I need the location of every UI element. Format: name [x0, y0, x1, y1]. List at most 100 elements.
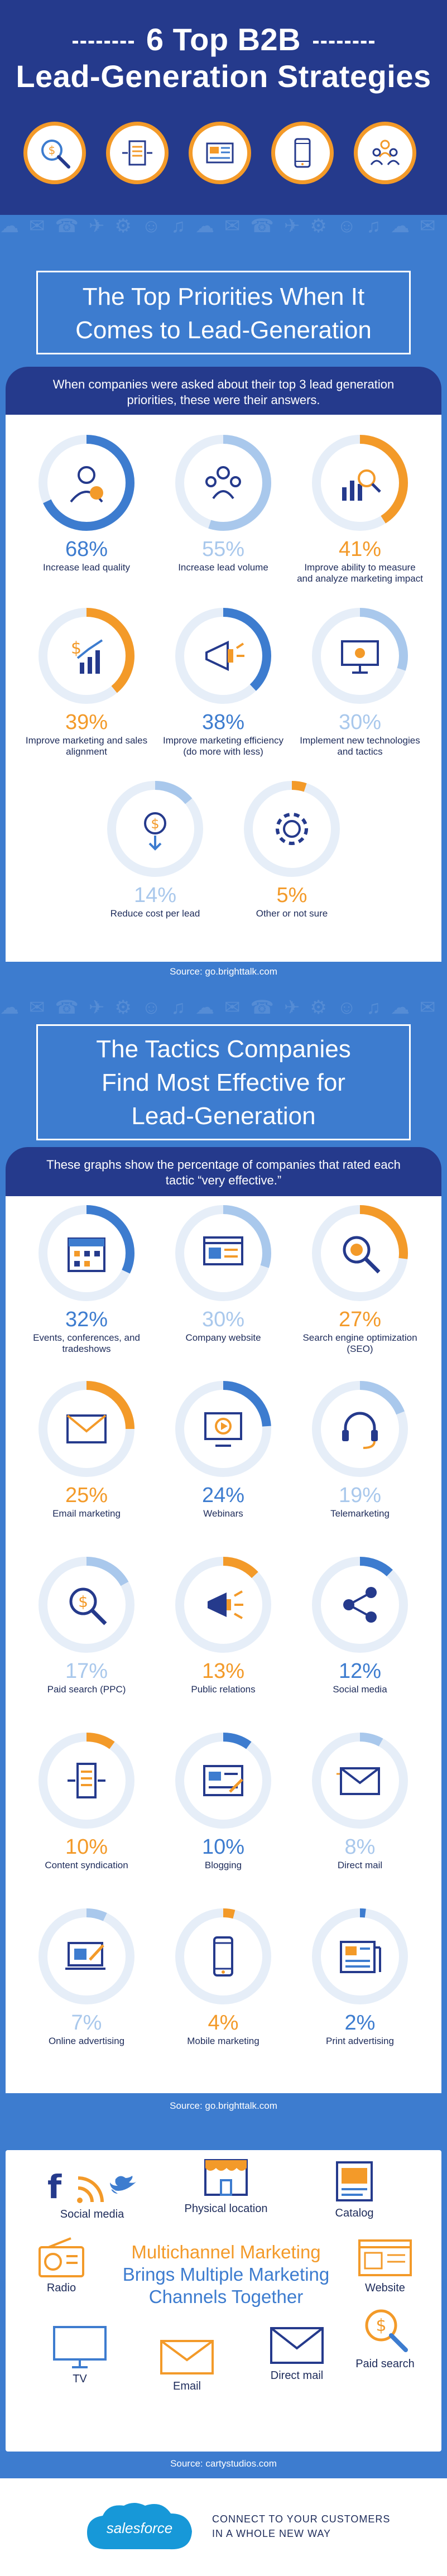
progress-ring: $ — [105, 779, 205, 879]
channel-label: Email — [172, 2380, 201, 2392]
channel-paid-search: $ Paid search — [346, 2304, 424, 2371]
progress-ring — [242, 779, 342, 879]
ring-fill — [175, 435, 271, 531]
catalog-icon — [336, 2161, 373, 2201]
priorities-card — [6, 415, 441, 962]
computer-icon — [341, 640, 379, 674]
tactics-title-box: The Tactics Companies Find Most Effectiv… — [36, 1024, 411, 1140]
stat-label: Improve ability to measure and analyze m… — [297, 562, 423, 584]
progress-ring: $ — [36, 1555, 137, 1655]
stat-percentage: 30% — [338, 711, 382, 734]
dashed-rule-left — [72, 40, 134, 44]
stat-label: Increase lead volume — [178, 562, 268, 573]
salesforce-brand-text: salesforce — [106, 2520, 173, 2536]
ring-fill — [175, 1908, 271, 2004]
svg-text:f: f — [47, 2168, 62, 2205]
content-syndication-icon — [68, 1763, 105, 1798]
progress-ring — [310, 606, 410, 706]
sales-chart-icon: $ — [71, 639, 103, 674]
stat-item: 13% Public relations — [159, 1555, 287, 1695]
stat-item: 7% Online advertising — [22, 1906, 151, 2047]
stat-item: 30% Company website — [159, 1203, 287, 1344]
stat-item: 19% Telemarketing — [296, 1379, 424, 1519]
ring-fill — [39, 1733, 134, 1829]
channel-radio: Radio — [33, 2237, 89, 2295]
ring-fill — [107, 781, 203, 877]
stat-item: 8% Direct mail — [296, 1730, 424, 1871]
stat-item: $14% Reduce cost per lead — [91, 779, 219, 919]
stat-item: 32% Events, conferences, and tradeshows — [22, 1203, 151, 1355]
channel-label: Social media — [60, 2208, 124, 2220]
progress-ring — [310, 1203, 410, 1303]
megaphone-icon — [205, 640, 244, 671]
tactics-title-line2: Find Most Effective for — [102, 1069, 345, 1096]
stat-percentage: 24% — [201, 1484, 245, 1507]
newspaper-icon — [189, 122, 251, 184]
tactics-source: Source: go.brighttalk.com — [170, 2100, 277, 2111]
channel-label: Website — [365, 2282, 405, 2294]
stat-percentage: 4% — [208, 2011, 239, 2035]
channel-catalog: Catalog — [313, 2159, 396, 2220]
stat-item: 10% Blogging — [159, 1730, 287, 1871]
content-syndication-icon — [106, 122, 169, 184]
tagline-line1: CONNECT TO YOUR CUSTOMERS — [212, 2513, 391, 2525]
header-title-line1: 6 Top B2B — [0, 21, 447, 58]
stat-item: 12% Social media — [296, 1555, 424, 1695]
stat-item: 5% Other or not sure — [228, 779, 356, 919]
ring-fill — [244, 781, 340, 877]
stat-percentage: 17% — [65, 1659, 108, 1683]
channel-social: f Social media — [28, 2166, 156, 2221]
channel-label: Catalog — [335, 2207, 374, 2219]
tagline-line2: IN A WHOLE NEW WAY — [212, 2528, 331, 2539]
ring-fill — [39, 435, 134, 531]
footer: salesforce CONNECT TO YOUR CUSTOMERS IN … — [0, 2478, 447, 2576]
channel-physical-location: Physical location — [173, 2155, 279, 2215]
progress-ring — [36, 433, 137, 533]
ring-fill — [312, 1557, 408, 1653]
channel-email: Email — [156, 2338, 218, 2393]
blog-icon — [203, 1765, 243, 1796]
footer-tagline: CONNECT TO YOUR CUSTOMERS IN A WHOLE NEW… — [212, 2512, 402, 2541]
multichannel-title-line2: Brings Multiple Marketing — [122, 2264, 330, 2285]
stat-percentage: 2% — [344, 2011, 376, 2035]
direct-mail-icon — [270, 2327, 324, 2364]
svg-text:$: $ — [376, 2316, 386, 2335]
stat-label: Blogging — [204, 1860, 242, 1870]
channel-label: Paid search — [355, 2358, 415, 2370]
progress-ring — [173, 433, 273, 533]
public-relations-icon — [208, 1590, 243, 1619]
tactics-title-line3: Lead-Generation — [131, 1102, 316, 1130]
channel-website: Website — [354, 2237, 416, 2295]
stat-percentage: 10% — [201, 1835, 245, 1859]
group-icon — [205, 466, 241, 500]
tv-icon — [53, 2326, 107, 2368]
background-pattern: ☁✉☎✈⚙☺♫☁✉☎✈⚙☺♫☁✉☎✈⚙☺♫ — [0, 215, 447, 237]
email-icon — [160, 2340, 214, 2374]
mobile-phone-icon — [271, 122, 334, 184]
stat-item: 24% Webinars — [159, 1379, 287, 1519]
social-icons: f — [47, 2168, 137, 2205]
progress-ring — [310, 1379, 410, 1479]
multichannel-title-line3: Channels Together — [148, 2286, 304, 2307]
ring-fill — [312, 608, 408, 704]
stat-percentage: 32% — [65, 1308, 108, 1331]
stat-label: Email marketing — [52, 1508, 121, 1519]
progress-ring — [36, 1730, 137, 1831]
stat-item: 27% Search engine optimization (SEO) — [296, 1203, 424, 1355]
priorities-title-box: The Top Priorities When It Comes to Lead… — [36, 271, 411, 354]
ring-fill — [312, 435, 408, 531]
stat-label: Social media — [333, 1684, 387, 1695]
stat-label: Telemarketing — [330, 1508, 390, 1519]
progress-ring — [173, 1906, 273, 2007]
stat-label: Company website — [185, 1332, 261, 1343]
channel-label: TV — [73, 2373, 87, 2385]
gear-icon — [276, 813, 308, 845]
channel-direct-mail: Direct mail — [258, 2325, 336, 2382]
headset-icon — [342, 1412, 378, 1449]
analyze-icon — [342, 469, 381, 501]
background-pattern: ☁✉☎✈⚙☺♫☁✉☎✈⚙☺♫☁✉☎✈⚙☺♫ — [0, 997, 447, 1018]
progress-ring — [310, 1906, 410, 2007]
stat-percentage: 55% — [201, 538, 245, 561]
website-icon — [203, 1236, 243, 1265]
share-icon — [343, 1587, 377, 1623]
